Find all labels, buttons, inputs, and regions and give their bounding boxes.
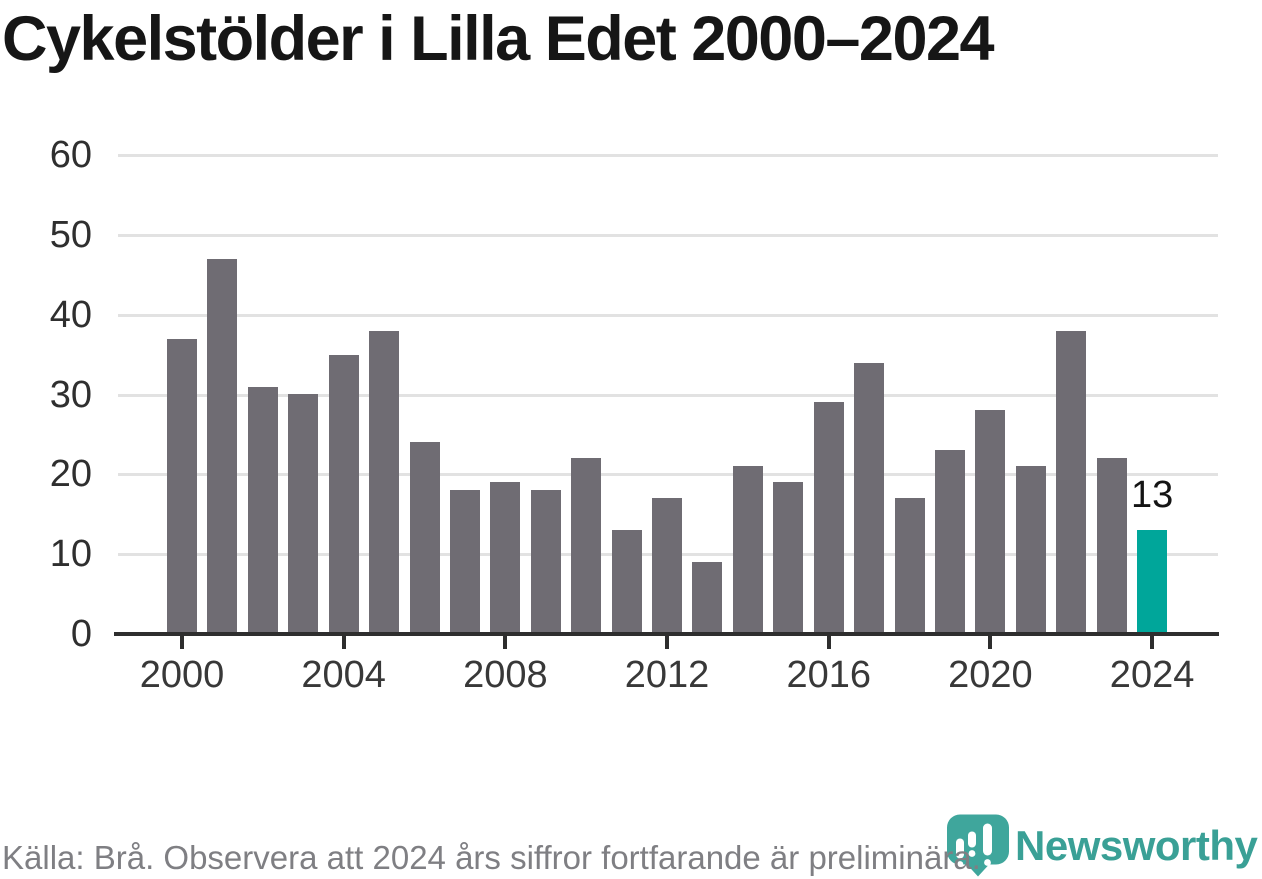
y-axis-label-30: 30 <box>49 373 92 416</box>
bar-2008 <box>490 482 521 634</box>
chart-title: Cykelstölder i Lilla Edet 2000–2024 <box>2 4 995 74</box>
x-axis-label-2024: 2024 <box>1109 654 1195 696</box>
x-axis-label-2020: 2020 <box>948 654 1033 696</box>
x-tick-2004 <box>341 636 346 649</box>
y-axis: 0 10 20 30 40 50 60 <box>0 0 92 879</box>
x-axis-label-2000: 2000 <box>139 654 225 696</box>
newsworthy-logo: Newsworthy <box>945 813 1258 878</box>
x-tick-2016 <box>826 636 831 649</box>
y-axis-label-50: 50 <box>49 213 92 256</box>
gridline-30 <box>118 393 1218 397</box>
x-axis-label-2012: 2012 <box>624 654 710 696</box>
gridline-50 <box>118 233 1218 237</box>
y-axis-label-0: 0 <box>70 613 92 655</box>
y-axis-label-10: 10 <box>49 533 92 576</box>
gridline-20 <box>118 473 1218 477</box>
x-tick-2012 <box>665 636 670 649</box>
x-tick-2008 <box>503 636 508 649</box>
bar-2001 <box>207 259 238 634</box>
gridline-40 <box>118 313 1218 317</box>
highlight-value-label: 13 <box>1130 474 1174 516</box>
bar-2020 <box>975 410 1006 634</box>
y-axis-label-20: 20 <box>49 453 92 496</box>
bar-2000 <box>167 339 197 634</box>
x-tick-2000 <box>180 636 184 649</box>
source-note: Källa: Brå. Observera att 2024 års siffr… <box>2 839 981 876</box>
bar-2003 <box>288 394 319 634</box>
bar-2022 <box>1056 331 1087 634</box>
bar-2015 <box>773 482 804 634</box>
x-axis-line <box>114 632 1219 636</box>
bar-2024 <box>1137 530 1168 634</box>
bar-2018 <box>894 498 925 634</box>
bar-2002 <box>247 387 278 634</box>
bar-2019 <box>934 450 965 634</box>
newsworthy-bubble-chart-icon <box>947 814 1009 877</box>
x-tick-2024 <box>1150 636 1155 649</box>
bar-2014 <box>732 466 763 634</box>
x-axis-label-2004: 2004 <box>301 654 386 696</box>
bar-2013 <box>692 562 723 634</box>
y-axis-label-60: 60 <box>49 134 92 176</box>
bar-2009 <box>530 490 561 634</box>
y-axis-label-40: 40 <box>49 293 92 336</box>
x-tick-2020 <box>988 636 993 649</box>
x-axis-label-2008: 2008 <box>463 654 548 696</box>
bar-2004 <box>328 355 359 634</box>
bar-2006 <box>409 442 440 634</box>
x-axis-label-2016: 2016 <box>786 654 871 696</box>
bar-2007 <box>449 490 480 634</box>
bar-2005 <box>369 331 400 634</box>
plot-area <box>118 154 1218 634</box>
bar-2023 <box>1096 458 1127 634</box>
bar-2010 <box>571 458 602 634</box>
bar-2012 <box>652 498 683 634</box>
newsworthy-wordmark: Newsworthy <box>1015 822 1258 869</box>
bar-2017 <box>854 363 885 634</box>
bar-2016 <box>813 402 844 634</box>
bar-2011 <box>611 530 642 634</box>
bar-2021 <box>1015 466 1046 634</box>
gridline-60 <box>118 154 1218 157</box>
